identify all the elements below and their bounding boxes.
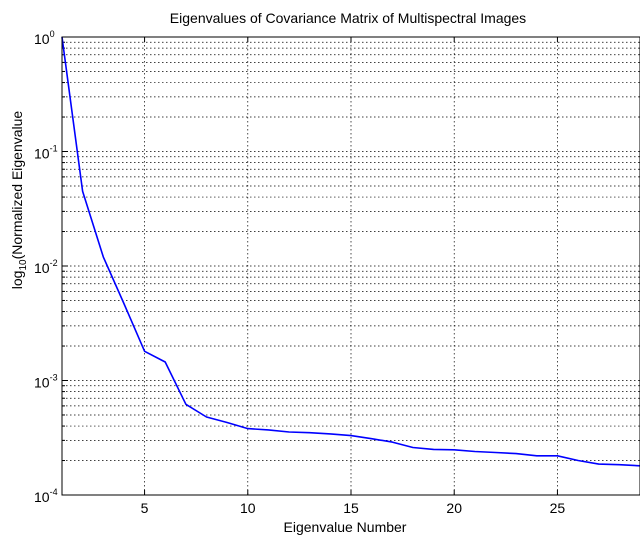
y-tick-label: 100 [34,29,55,47]
plot-frame [61,36,640,496]
y-tick-label-base: 10 [34,260,50,276]
y-axis-label-subscript: 10 [18,259,29,271]
y-tick-label-exponent: -2 [50,258,58,268]
y-tick-label-exponent: 0 [50,29,55,39]
y-tick-label: 10-4 [34,487,58,505]
x-tick-label: 10 [240,500,256,516]
y-tick-label: 10-2 [34,258,58,276]
y-tick-label: 10-3 [34,373,58,391]
y-tick-label-base: 10 [34,146,50,162]
y-tick-label-exponent: -4 [50,487,58,497]
y-tick-label: 10-1 [34,144,58,162]
y-tick-label-base: 10 [34,375,50,391]
y-axis-label-rest: (Normalized Eigenvalue [9,111,25,260]
grid-lines [62,37,640,495]
y-axis-label: log10(Normalized Eigenvalue [9,111,29,290]
x-tick-label: 15 [343,500,359,516]
y-tick-label-base: 10 [34,31,50,47]
series-layer [61,36,640,467]
y-tick-label-exponent: -3 [50,373,58,383]
y-axis-label-log: log [9,271,25,290]
x-axis-label: Eigenvalue Number [284,519,407,535]
x-tick-label: 25 [550,500,566,516]
y-tick-label-base: 10 [34,489,50,505]
y-tick-label-exponent: -1 [50,144,58,154]
chart-title: Eigenvalues of Covariance Matrix of Mult… [170,10,526,26]
series-line [61,36,640,467]
x-tick-label: 20 [446,500,462,516]
x-tick-labels: 5 10 15 20 25 [141,500,566,516]
x-tick-label: 5 [141,500,149,516]
